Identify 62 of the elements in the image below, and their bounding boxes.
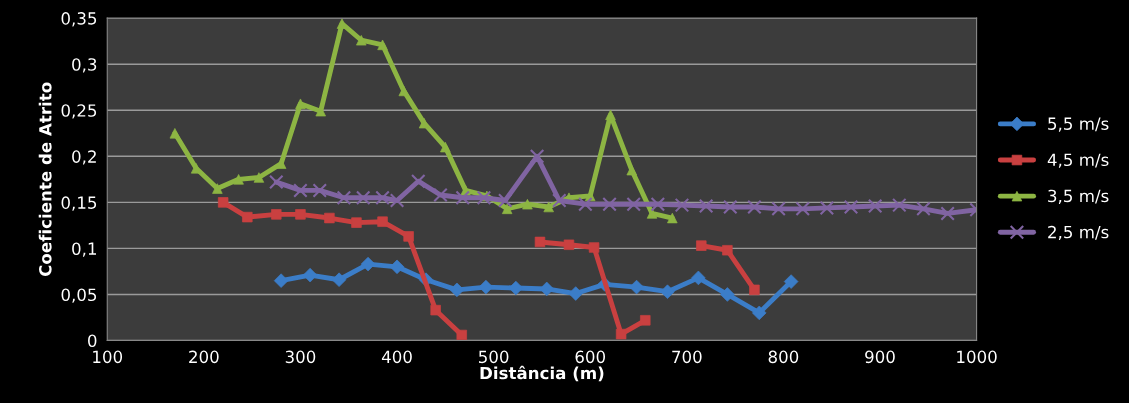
point [819, 200, 835, 216]
x-tick-label: 100 [93, 350, 123, 364]
y-tick-label: 0 [88, 334, 97, 348]
legend-label: 2,5 m/s [1048, 225, 1109, 241]
point [867, 198, 883, 214]
y-tick-label: 0,05 [61, 288, 97, 303]
y-tick-label: 0,35 [61, 12, 97, 27]
point [650, 196, 666, 212]
point [331, 272, 347, 287]
legend-label: 4,5 m/s [1047, 153, 1109, 168]
point [293, 183, 308, 198]
point [456, 329, 467, 341]
point [410, 173, 426, 189]
legend-label: 3,5 m/s [1048, 189, 1109, 204]
point [747, 199, 762, 215]
point [476, 190, 492, 206]
x-tick-label: 800 [768, 350, 799, 364]
point [497, 193, 513, 208]
point [722, 199, 738, 215]
point [674, 197, 690, 213]
point [602, 196, 617, 212]
point [771, 201, 786, 217]
x-tick-label: 400 [381, 350, 412, 364]
x-axis-title: Distância (m) [480, 365, 604, 382]
x-tick-label: 500 [479, 350, 509, 364]
point [795, 201, 811, 217]
point [355, 190, 371, 206]
y-axis-title: Coeficiente de Atrito [38, 82, 52, 277]
x-tick-label: 600 [575, 350, 606, 364]
point [433, 187, 448, 203]
point [640, 315, 651, 326]
point [626, 196, 641, 212]
y-tick-label: 0,15 [61, 196, 97, 211]
point [269, 174, 284, 190]
x-tick-label: 200 [189, 350, 219, 364]
point [940, 206, 955, 221]
point [430, 304, 441, 316]
point [698, 198, 714, 214]
point [892, 197, 907, 213]
point [696, 240, 707, 251]
x-tick-label: 300 [285, 350, 316, 364]
point [552, 193, 567, 208]
point [273, 273, 289, 288]
point [529, 149, 545, 164]
y-tick-label: 0,25 [61, 104, 97, 119]
point [752, 305, 767, 321]
point [578, 196, 593, 212]
point [843, 199, 859, 215]
x-tick-label: 700 [672, 350, 702, 364]
point [312, 183, 328, 198]
y-tick-label: 0,2 [72, 150, 96, 165]
point [568, 286, 583, 301]
point [660, 284, 675, 299]
point [916, 201, 931, 217]
point [783, 274, 799, 289]
y-tick-label: 0,3 [72, 58, 97, 73]
x-tick-label: 1000 [957, 350, 997, 364]
y-tick-label: 0,1 [72, 242, 96, 257]
x-tick-label: 900 [865, 350, 895, 364]
point [455, 190, 470, 206]
legend-label: 5,5 m/s [1048, 117, 1109, 132]
point [336, 190, 352, 206]
